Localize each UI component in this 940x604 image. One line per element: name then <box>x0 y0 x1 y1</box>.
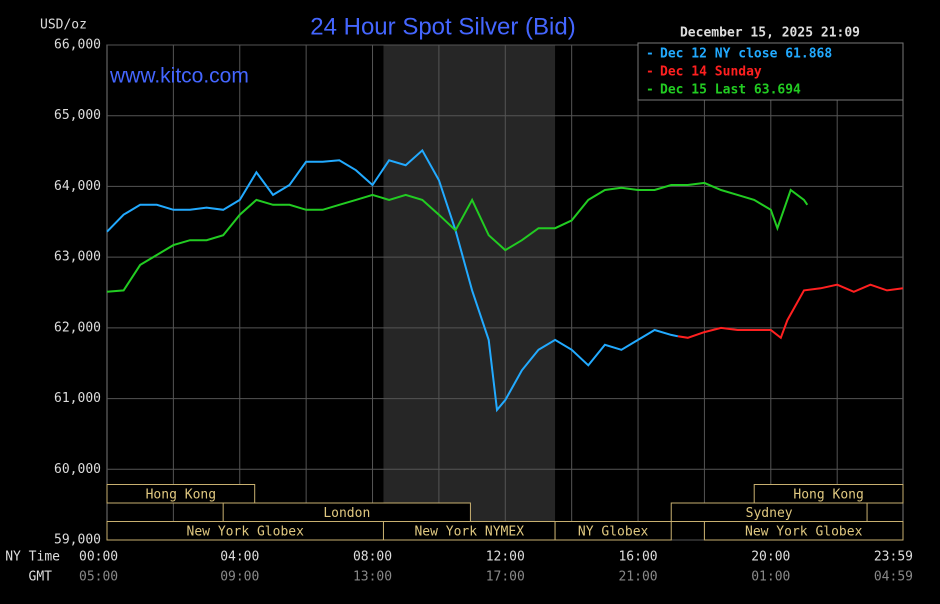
y-tick-label: 66,000 <box>54 38 101 53</box>
session-label: London <box>323 506 370 521</box>
y-tick-label: 64,000 <box>54 179 101 194</box>
x-tick-label: 04:00 <box>220 550 259 565</box>
session-label: New York Globex <box>187 524 305 539</box>
x-tick-label: 12:00 <box>486 550 525 565</box>
x-tick-label-gmt: 09:00 <box>220 570 259 585</box>
y-tick-label: 62,000 <box>54 320 101 335</box>
x-tick-label-gmt: 21:00 <box>618 570 657 585</box>
x-tick-label: 20:00 <box>751 550 790 565</box>
x-tick-label-gmt: 01:00 <box>751 570 790 585</box>
y-unit: USD/oz <box>40 18 87 33</box>
x-tick-label-gmt: 04:59 <box>874 570 913 585</box>
y-tick-label: 60,000 <box>54 462 101 477</box>
legend-box <box>637 42 904 101</box>
x-tick-label-gmt: 05:00 <box>79 570 118 585</box>
legend-entry: Dec 15 Last 63.694 <box>660 83 801 98</box>
legend-marker: - <box>646 47 654 62</box>
y-tick-label: 63,000 <box>54 250 101 265</box>
legend-marker: - <box>646 65 654 80</box>
session-box <box>106 484 256 504</box>
series-line <box>677 283 904 340</box>
x-tick-label-gmt: 13:00 <box>353 570 392 585</box>
session-label: Hong Kong <box>793 487 863 502</box>
y-tick-label: 65,000 <box>54 108 101 123</box>
legend-entry: Dec 12 NY close 61.868 <box>660 47 832 62</box>
session-label: Hong Kong <box>146 487 216 502</box>
x-row-label: GMT <box>29 570 53 585</box>
session-box <box>703 521 904 541</box>
y-tick-label: 61,000 <box>54 391 101 406</box>
legend-entry: Dec 14 Sunday <box>660 65 762 80</box>
session-label: New York NYMEX <box>414 524 524 539</box>
shaded-session <box>383 45 556 540</box>
x-tick-label: 23:59 <box>874 550 913 565</box>
watermark: www.kitco.com <box>109 65 249 88</box>
x-tick-label-gmt: 17:00 <box>486 570 525 585</box>
series-line <box>106 181 809 293</box>
session-label: NY Globex <box>578 524 649 539</box>
x-tick-label: 08:00 <box>353 550 392 565</box>
y-tick-label: 59,000 <box>54 533 101 548</box>
legend-marker: - <box>646 83 654 98</box>
x-tick-label: 00:00 <box>79 550 118 565</box>
chart-title: 24 Hour Spot Silver (Bid) <box>310 13 575 40</box>
session-label: New York Globex <box>745 524 863 539</box>
timestamp: December 15, 2025 21:09 <box>680 26 860 41</box>
x-row-label: NY Time <box>5 550 60 565</box>
session-box <box>554 521 672 541</box>
x-tick-label: 16:00 <box>618 550 657 565</box>
series-line <box>106 148 679 413</box>
session-label: Sydney <box>746 506 793 521</box>
